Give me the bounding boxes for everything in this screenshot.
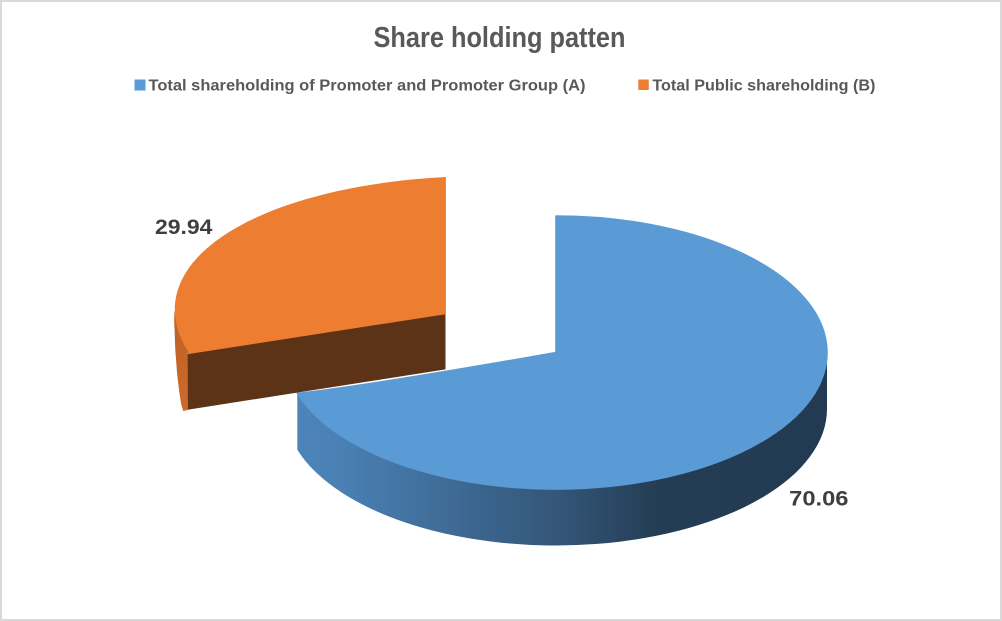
svg-text:70.06: 70.06 [789,487,848,511]
svg-text:Total shareholding of Promoter: Total shareholding of Promoter and Promo… [149,78,586,95]
svg-text:Total Public shareholding (B): Total Public shareholding (B) [652,78,875,95]
svg-text:29.94: 29.94 [155,215,212,239]
svg-text:Share holding patten: Share holding patten [374,22,626,54]
